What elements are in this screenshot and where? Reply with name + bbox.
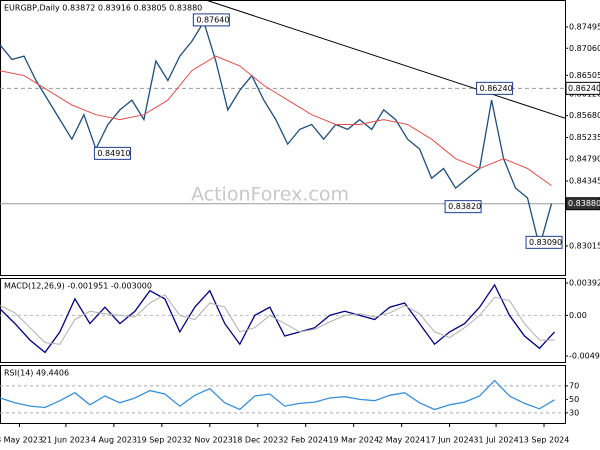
panel-frame: [0, 365, 566, 424]
panel-frame: [0, 278, 566, 363]
annotation-box: [476, 81, 514, 95]
y-tick-label: 0.00: [569, 311, 587, 320]
series-line: [0, 379, 555, 411]
x-tick-label: 2 Feb 2024: [283, 436, 328, 445]
y-tick-label: 0.86505: [569, 71, 600, 80]
y-tick-label: 0.84345: [569, 176, 600, 185]
x-tick-label: 21 Jun 2023: [42, 436, 90, 445]
annotation-box: [93, 146, 131, 160]
x-tick-label: 8 May 2023: [0, 436, 43, 445]
x-tick-label: 19 Sep 2023: [137, 436, 188, 445]
y-tick-label: 30: [569, 408, 579, 417]
x-tick-label: 2 May 2024: [378, 436, 425, 445]
x-tick-label: 4 Aug 2023: [91, 436, 137, 445]
x-tick-label: 2 Nov 2023: [187, 436, 233, 445]
x-tick-label: 31 Jul 2024: [473, 436, 518, 445]
annotation-box: [444, 200, 482, 214]
y-tick-label: 70: [569, 381, 579, 390]
annotation-box: [192, 13, 230, 27]
y-tick-label: 0.85680: [569, 111, 600, 120]
x-tick-label: 19 Mar 2024: [328, 436, 379, 445]
series-line: [0, 283, 555, 354]
panel-title: EURGBP,Daily 0.83872 0.83916 0.83805 0.8…: [4, 4, 202, 13]
y-tick-label: 0.84790: [569, 155, 600, 164]
y-tick-label: 50: [569, 395, 579, 404]
x-tick-label: 13 Sep 2024: [519, 436, 570, 445]
annotation-label: 0.83090: [529, 238, 562, 247]
panel-title: RSI(14) 49.4406: [4, 369, 69, 378]
trend-line: [205, 0, 566, 119]
y-tick-label: 0.003928: [569, 279, 600, 288]
price-tag: [565, 197, 600, 211]
annotation-label: 0.87640: [196, 15, 229, 24]
annotation-label: 0.86240: [480, 84, 513, 93]
price-tag: [565, 81, 600, 95]
annotation-label: 0.83820: [448, 202, 481, 211]
price-tag-label: 0.86240: [568, 84, 600, 93]
price-tag-label: 0.83880: [568, 199, 600, 208]
series-line: [0, 20, 553, 250]
y-tick-label: -0.004929: [569, 351, 600, 360]
y-tick-label: 0.85235: [569, 133, 600, 142]
panel-title: MACD(12,26,9) -0.001951 -0.003000: [4, 282, 152, 291]
y-tick-label: 0.87495: [569, 22, 600, 31]
x-tick-label: 17 Jun 2024: [426, 436, 474, 445]
y-tick-label: 0.83015: [569, 242, 600, 251]
series-line: [0, 55, 552, 187]
annotation-box: [525, 235, 563, 249]
y-tick-label: 0.87060: [569, 44, 600, 53]
watermark: ActionForex.com: [191, 184, 349, 206]
series-line: [0, 294, 555, 345]
panel-frame: [0, 0, 566, 276]
annotation-label: 0.84910: [97, 149, 130, 158]
x-tick-label: 18 Dec 2023: [232, 436, 283, 445]
